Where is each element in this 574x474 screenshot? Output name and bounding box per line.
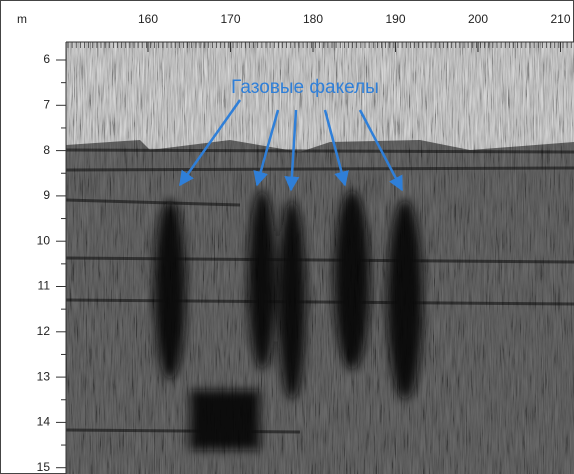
y-tick-label: 14 [37, 415, 51, 429]
x-tick-label: 160 [138, 12, 158, 26]
seismic-profile [66, 42, 574, 474]
ticks: 160 170 180 190 200 210 6 7 8 9 10 11 12 13 14 15 [37, 12, 572, 474]
y-tick-label: 10 [37, 233, 51, 247]
x-unit: m [17, 12, 27, 26]
y-tick-label: 12 [37, 324, 51, 338]
y-tick-label: 15 [37, 460, 51, 474]
x-tick-label: 200 [468, 12, 488, 26]
x-tick-label: 170 [220, 12, 240, 26]
x-tick-label: 180 [303, 12, 323, 26]
annotation: Газовые факелы [231, 77, 379, 98]
x-tick-label: 190 [385, 12, 405, 26]
annotation-arrows [178, 99, 404, 192]
x-tick-label: 210 [550, 12, 570, 26]
y-tick-label: 13 [37, 369, 51, 383]
y-tick-label: 8 [43, 143, 50, 157]
y-tick-label: 6 [43, 52, 50, 66]
y-tick-label: 9 [43, 188, 50, 202]
y-tick-label: 11 [38, 279, 51, 293]
y-tick-label: 7 [43, 97, 50, 111]
